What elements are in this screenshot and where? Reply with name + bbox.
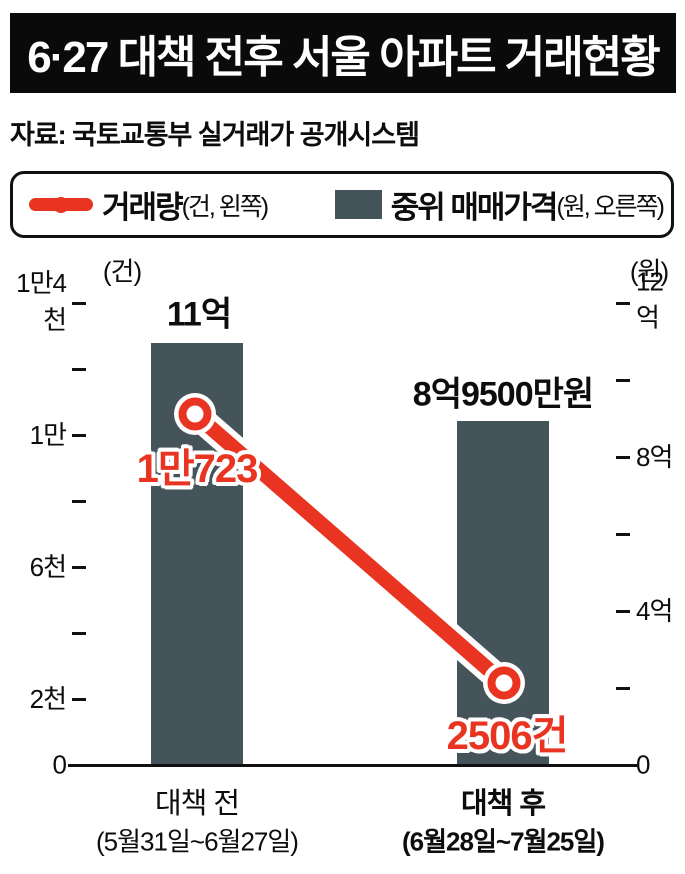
x-axis-line — [68, 764, 638, 767]
right-axis-unit: (원) — [629, 256, 669, 287]
legend-price-suffix: (원, 오른쪽) — [556, 192, 665, 221]
legend-price-label: 중위 매매가격 — [390, 190, 559, 225]
right-tick-mark — [616, 610, 630, 613]
right-tick-8: 8억 — [636, 442, 673, 473]
right-tick-mark — [616, 379, 630, 382]
legend: 거래량 (건, 왼쪽) 중위 매매가격 (원, 오른쪽) — [10, 171, 674, 238]
left-tick-2000: 2천 — [29, 684, 67, 715]
legend-volume-suffix: (건, 왼쪽) — [181, 192, 270, 221]
left-tick-mark — [72, 566, 86, 569]
left-axis-unit: (건) — [102, 256, 142, 287]
legend-item-volume: 거래량 (건, 왼쪽) — [29, 182, 270, 227]
line-marker-icon — [53, 196, 69, 213]
right-tick-12: 12억 — [636, 266, 664, 333]
legend-volume-label: 거래량 — [102, 190, 184, 225]
x-period-after: (6월28일~7월25일) — [402, 826, 605, 857]
left-tick-6000: 6천 — [29, 552, 67, 583]
left-tick-mark — [72, 302, 86, 305]
volume-value-before: 1만723 — [136, 447, 259, 491]
right-tick-mark — [616, 456, 630, 459]
right-tick-mark — [616, 687, 630, 690]
price-value-before: 11억 — [166, 295, 232, 334]
left-tick-mark — [72, 434, 86, 437]
x-period-before: (5월31일~6월27일) — [96, 826, 299, 857]
price-bar-before — [151, 343, 243, 766]
left-tick-0: 0 — [52, 749, 67, 780]
right-tick-0: 0 — [636, 749, 651, 780]
left-tick-mark — [72, 698, 86, 701]
left-tick-mark — [72, 500, 86, 503]
volume-value-after: 2506건 — [446, 714, 569, 758]
left-tick-mark — [72, 368, 86, 371]
x-label-before: 대책 전 — [154, 788, 240, 820]
right-tick-mark — [616, 533, 630, 536]
right-tick-4: 4억 — [636, 596, 673, 627]
line-series-icon — [29, 196, 93, 213]
price-value-after: 8억9500만원 — [412, 375, 594, 414]
source-credit: 자료: 국토교통부 실거래가 공개시스템 — [10, 120, 420, 150]
right-tick-mark — [616, 302, 630, 305]
legend-item-price: 중위 매매가격 (원, 오른쪽) — [334, 182, 665, 227]
bar-series-icon — [334, 190, 382, 219]
left-tick-mark — [72, 632, 86, 635]
title-bar: 6·27 대책 전후 서울 아파트 거래현황 — [10, 13, 676, 93]
x-label-after: 대책 후 — [460, 788, 546, 820]
left-tick-14000: 1만4천 — [16, 268, 67, 336]
left-tick-10000: 1만 — [29, 420, 67, 451]
page-title: 6·27 대책 전후 서울 아파트 거래현황 — [27, 33, 660, 82]
